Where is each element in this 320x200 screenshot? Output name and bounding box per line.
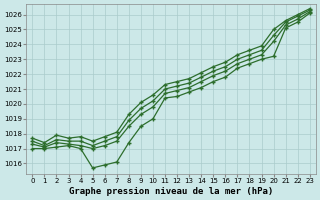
X-axis label: Graphe pression niveau de la mer (hPa): Graphe pression niveau de la mer (hPa): [69, 187, 273, 196]
